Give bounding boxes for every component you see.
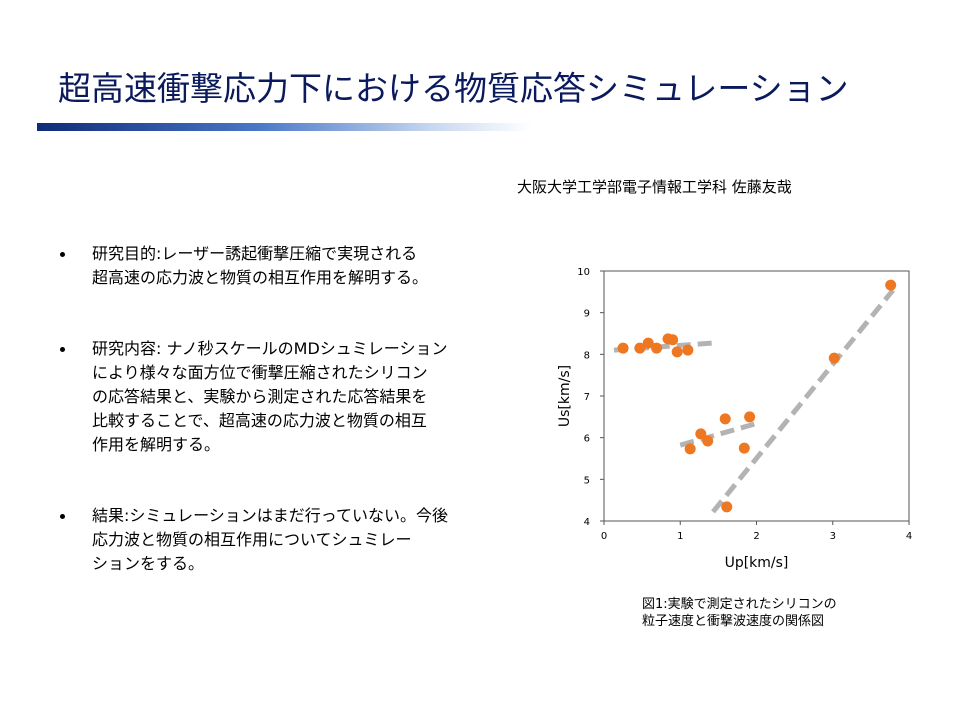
y-tick-label: 8 [584,350,590,361]
data-point [642,337,654,349]
trend-line [711,288,895,514]
caption-line: 粒子速度と衝撃波速度の関係図 [642,614,825,629]
data-point [744,411,756,423]
y-tick-label: 4 [584,517,590,528]
author: 大阪大学工学部電子情報工学科 佐藤友哉 [517,178,792,196]
x-axis-label: Up[km/s] [725,555,789,571]
y-tick-label: 9 [584,309,590,320]
data-point [719,413,731,425]
bullet: 研究目的:レーザー誘起衝撃圧縮で実現される 超高速の応力波と物質の相互作用を解明す… [60,242,448,290]
trend-line [679,421,756,448]
x-tick-label: 4 [906,531,912,542]
data-point [695,428,707,440]
trend-line [613,340,713,353]
bullet-dot [60,514,65,519]
x-tick-label: 1 [677,531,683,542]
bullet-line: 応力波と物質の相互作用についてシュミレー [92,530,412,549]
y-tick-label: 6 [584,434,590,445]
bullet-line: 研究内容: ナノ秒スケールのMDシュミレーション [92,339,448,358]
bullet-line: 作用を解明する。 [92,435,221,454]
data-point [721,501,733,513]
title-underline [37,123,532,131]
caption-line: 図1:実験で測定されたシリコンの [642,597,837,612]
bullet-line: 研究目的:レーザー誘起衝撃圧縮で実現される [92,244,418,263]
data-point [634,342,646,354]
slide-title: 超高速衝撃応力下における物質応答シミュレーション [58,69,849,108]
bullet: 研究内容: ナノ秒スケールのMDシュミレーション により様々な面方位で衝撃圧縮され… [60,337,448,457]
bullet-line: 超高速の応力波と物質の相互作用を解明する。 [92,268,429,287]
bullet-dot [60,252,65,257]
plot-frame [603,270,910,522]
data-point [684,443,696,455]
y-axis-label: Us[km/s] [557,365,573,427]
x-tick-label: 3 [830,531,836,542]
bullet-line: により様々な面方位で衝撃圧縮されたシリコン [92,363,428,382]
bullet: 結果:シミュレーションはまだ行っていない。今後 応力波と物質の相互作用についてシュ… [60,504,448,576]
data-point [667,334,679,346]
data-point [828,352,840,364]
data-point [617,342,629,354]
figure-caption: 図1:実験で測定されたシリコンの 粒子速度と衝撃波速度の関係図 [642,596,837,630]
bullet-list: 研究目的:レーザー誘起衝撃圧縮で実現される 超高速の応力波と物質の相互作用を解明す… [60,242,448,576]
data-point [702,435,714,447]
data-point [671,346,683,358]
y-tick-label: 7 [584,392,590,403]
bullet-dot [60,347,65,352]
y-tick-label: 10 [577,267,590,278]
data-point [651,342,663,354]
x-tick-label: 0 [601,531,607,542]
bullet-line: 結果:シミュレーションはまだ行っていない。今後 [92,506,448,525]
bullet-line: 比較することで、超高速の応力波と物質の相互 [92,411,427,430]
bullet-line: ションをする。 [92,554,205,573]
y-tick-label: 5 [584,475,590,486]
x-tick-label: 2 [753,531,759,542]
data-point [682,344,694,356]
bullet-line: の応答結果と、実験から測定された応答結果を [92,387,428,406]
data-point [885,279,897,291]
data-point [738,442,750,454]
